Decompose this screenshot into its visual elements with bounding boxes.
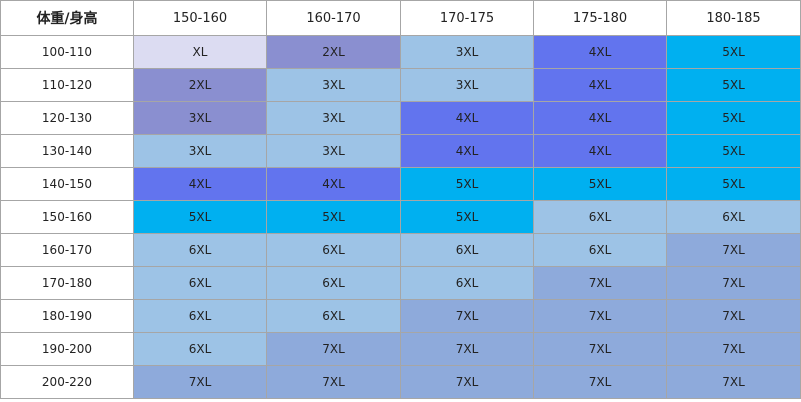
height-header: 150-160 [133, 0, 267, 36]
table-row: 100-110 XL 2XL 3XL 4XL 5XL [0, 35, 801, 69]
size-cell: 4XL [400, 101, 534, 135]
weight-label: 130-140 [0, 134, 134, 168]
size-cell: 6XL [266, 233, 401, 267]
height-header: 175-180 [533, 0, 667, 36]
size-cell: 7XL [400, 332, 534, 366]
size-cell: 7XL [533, 299, 667, 333]
size-cell: 5XL [266, 200, 401, 234]
size-cell: 5XL [400, 200, 534, 234]
weight-label: 190-200 [0, 332, 134, 366]
size-cell: 7XL [133, 365, 267, 399]
size-cell: 6XL [400, 266, 534, 300]
size-cell: XL [133, 35, 267, 69]
table-row: 170-180 6XL 6XL 6XL 7XL 7XL [0, 266, 801, 300]
size-cell: 5XL [666, 167, 801, 201]
weight-label: 180-190 [0, 299, 134, 333]
weight-label: 160-170 [0, 233, 134, 267]
size-cell: 2XL [133, 68, 267, 102]
size-cell: 6XL [266, 299, 401, 333]
size-cell: 4XL [400, 134, 534, 168]
weight-label: 120-130 [0, 101, 134, 135]
size-cell: 3XL [266, 134, 401, 168]
weight-label: 170-180 [0, 266, 134, 300]
size-cell: 4XL [533, 68, 667, 102]
size-cell: 4XL [133, 167, 267, 201]
size-cell: 6XL [133, 266, 267, 300]
size-cell: 7XL [666, 332, 801, 366]
size-cell: 3XL [133, 134, 267, 168]
size-cell: 3XL [266, 101, 401, 135]
size-cell: 5XL [133, 200, 267, 234]
size-cell: 6XL [133, 233, 267, 267]
height-header: 180-185 [666, 0, 801, 36]
table-row: 200-220 7XL 7XL 7XL 7XL 7XL [0, 365, 801, 399]
table-row: 180-190 6XL 6XL 7XL 7XL 7XL [0, 299, 801, 333]
size-cell: 7XL [266, 365, 401, 399]
size-cell: 4XL [533, 35, 667, 69]
height-header: 170-175 [400, 0, 534, 36]
table-row: 130-140 3XL 3XL 4XL 4XL 5XL [0, 134, 801, 168]
size-cell: 4XL [266, 167, 401, 201]
size-cell: 7XL [666, 299, 801, 333]
weight-label: 140-150 [0, 167, 134, 201]
size-cell: 2XL [266, 35, 401, 69]
size-cell: 7XL [666, 365, 801, 399]
size-cell: 7XL [533, 332, 667, 366]
table-row: 160-170 6XL 6XL 6XL 6XL 7XL [0, 233, 801, 267]
size-cell: 6XL [133, 332, 267, 366]
corner-header: 体重/身高 [0, 0, 134, 36]
size-cell: 7XL [533, 266, 667, 300]
size-cell: 6XL [533, 233, 667, 267]
weight-label: 200-220 [0, 365, 134, 399]
size-cell: 7XL [666, 266, 801, 300]
size-cell: 5XL [666, 101, 801, 135]
size-cell: 5XL [666, 35, 801, 69]
table-row: 110-120 2XL 3XL 3XL 4XL 5XL [0, 68, 801, 102]
size-cell: 5XL [400, 167, 534, 201]
size-cell: 7XL [266, 332, 401, 366]
table-row: 140-150 4XL 4XL 5XL 5XL 5XL [0, 167, 801, 201]
size-cell: 7XL [533, 365, 667, 399]
size-cell: 6XL [266, 266, 401, 300]
size-cell: 6XL [133, 299, 267, 333]
table-row: 190-200 6XL 7XL 7XL 7XL 7XL [0, 332, 801, 366]
size-cell: 7XL [666, 233, 801, 267]
weight-label: 110-120 [0, 68, 134, 102]
weight-label: 150-160 [0, 200, 134, 234]
size-cell: 5XL [533, 167, 667, 201]
size-cell: 3XL [133, 101, 267, 135]
size-cell: 6XL [666, 200, 801, 234]
size-cell: 6XL [533, 200, 667, 234]
table-row: 150-160 5XL 5XL 5XL 6XL 6XL [0, 200, 801, 234]
size-cell: 5XL [666, 68, 801, 102]
table-row: 120-130 3XL 3XL 4XL 4XL 5XL [0, 101, 801, 135]
size-cell: 3XL [266, 68, 401, 102]
size-cell: 3XL [400, 35, 534, 69]
header-row: 体重/身高 150-160 160-170 170-175 175-180 180-185 [0, 0, 801, 36]
size-cell: 7XL [400, 365, 534, 399]
size-cell: 3XL [400, 68, 534, 102]
height-header: 160-170 [266, 0, 401, 36]
weight-label: 100-110 [0, 35, 134, 69]
size-cell: 4XL [533, 134, 667, 168]
size-cell: 6XL [400, 233, 534, 267]
size-cell: 7XL [400, 299, 534, 333]
size-cell: 4XL [533, 101, 667, 135]
size-cell: 5XL [666, 134, 801, 168]
